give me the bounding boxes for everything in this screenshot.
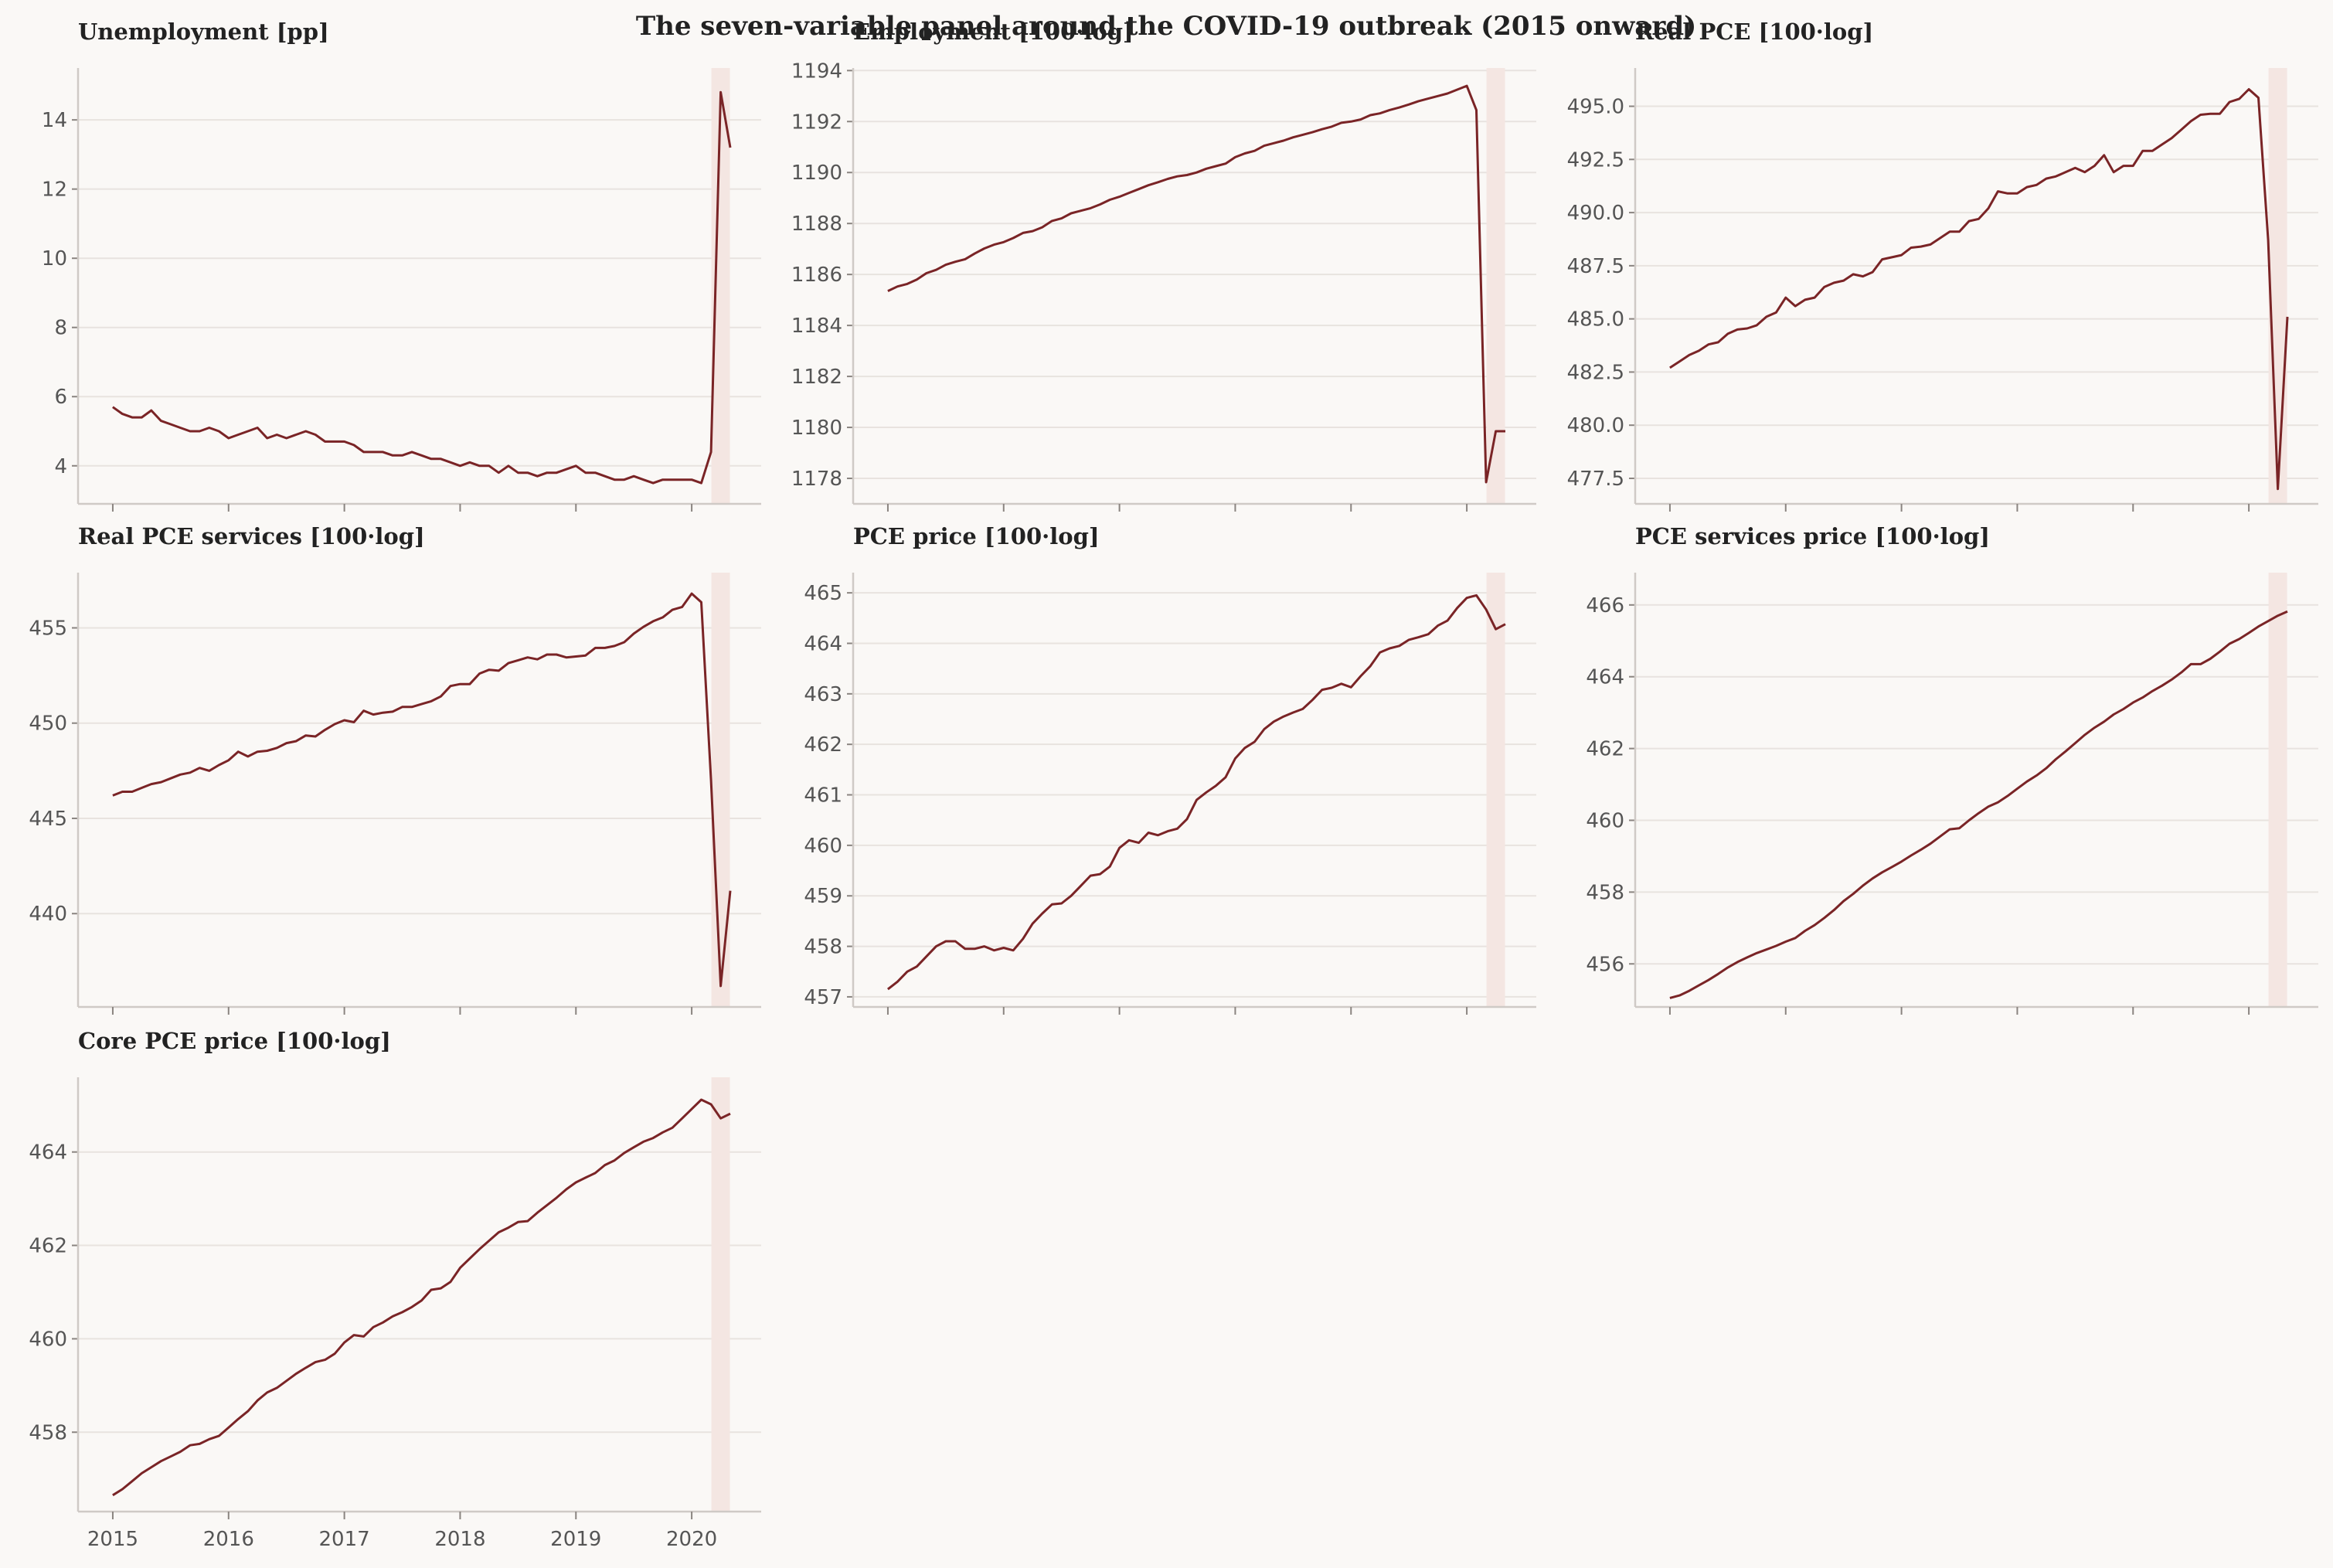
series-line bbox=[112, 90, 732, 485]
series-line bbox=[112, 592, 732, 988]
y-tick-label: 450 bbox=[29, 713, 67, 736]
x-tick-label: 2015 bbox=[87, 1528, 138, 1551]
covid-shade-band bbox=[1486, 68, 1505, 504]
y-tick-label: 445 bbox=[29, 808, 67, 831]
y-tick-label: 460 bbox=[1586, 809, 1624, 832]
y-tick-label: 1186 bbox=[791, 264, 842, 287]
y-tick-label: 459 bbox=[804, 885, 842, 908]
series-line bbox=[1669, 88, 2289, 491]
y-tick-label: 458 bbox=[29, 1421, 67, 1444]
y-tick-label: 1190 bbox=[791, 162, 842, 185]
y-tick-label: 1188 bbox=[791, 213, 842, 236]
covid-shade-band bbox=[711, 1077, 730, 1512]
figure-title: The seven-variable panel around the COVI… bbox=[636, 11, 1696, 42]
y-tick-label: 464 bbox=[1586, 666, 1624, 689]
y-tick-label: 8 bbox=[54, 317, 67, 340]
y-tick-label: 1178 bbox=[791, 468, 842, 491]
panel-5: PCE price [100·log] 457 458 459 460 461 462 463… bbox=[804, 523, 1536, 1015]
panel-6: PCE services price [100·log] 456 458 460 462… bbox=[1586, 523, 2318, 1015]
y-tick-label: 458 bbox=[804, 936, 842, 959]
y-tick-label: 495.0 bbox=[1567, 96, 1624, 119]
x-tick-label: 2020 bbox=[666, 1528, 717, 1551]
panel-title: PCE price [100·log] bbox=[853, 523, 1100, 549]
y-tick-label: 455 bbox=[29, 617, 67, 640]
y-tick-label: 462 bbox=[804, 733, 842, 757]
panel-title: PCE services price [100·log] bbox=[1635, 523, 1990, 549]
y-tick-label: 460 bbox=[804, 835, 842, 858]
y-tick-label: 12 bbox=[42, 179, 67, 202]
panel-title: Real PCE services [100·log] bbox=[78, 523, 425, 549]
x-tick-label: 2019 bbox=[550, 1528, 601, 1551]
y-tick-label: 487.5 bbox=[1567, 255, 1624, 278]
y-tick-label: 6 bbox=[54, 386, 67, 409]
y-tick-label: 464 bbox=[29, 1141, 67, 1165]
y-tick-label: 1182 bbox=[791, 366, 842, 389]
y-tick-label: 482.5 bbox=[1567, 361, 1624, 384]
panel-grid: Unemployment [pp] 4 6 8 10 12 14 Employment [10… bbox=[29, 19, 2318, 1551]
y-tick-label: 1180 bbox=[791, 417, 842, 440]
y-tick-label: 462 bbox=[1586, 738, 1624, 761]
panel-title: Real PCE [100·log] bbox=[1635, 19, 1873, 45]
y-tick-label: 485.0 bbox=[1567, 308, 1624, 332]
series-line bbox=[1669, 610, 2288, 999]
panel-title: Core PCE price [100·log] bbox=[78, 1028, 391, 1054]
panel-1: Unemployment [pp] 4 6 8 10 12 14 bbox=[42, 19, 761, 512]
panel-title: Unemployment [pp] bbox=[78, 19, 329, 45]
y-tick-label: 1192 bbox=[791, 111, 842, 134]
y-tick-label: 460 bbox=[29, 1328, 67, 1351]
y-tick-label: 480.0 bbox=[1567, 414, 1624, 437]
covid-shade-band bbox=[711, 573, 730, 1007]
covid-shade-band bbox=[2268, 68, 2287, 504]
series-line bbox=[887, 84, 1505, 484]
covid-shade-band bbox=[711, 68, 730, 504]
covid-shade-band bbox=[2268, 573, 2287, 1007]
series-line bbox=[112, 1098, 731, 1497]
x-tick-label: 2017 bbox=[319, 1528, 370, 1551]
y-tick-label: 477.5 bbox=[1567, 468, 1624, 491]
x-tick-label: 2016 bbox=[203, 1528, 254, 1551]
panel-title: Employment [100·log] bbox=[853, 19, 1134, 45]
panel-4: Real PCE services [100·log] 440 445 450 455 bbox=[29, 523, 761, 1015]
y-tick-label: 457 bbox=[804, 986, 842, 1009]
y-tick-label: 462 bbox=[29, 1235, 67, 1258]
panel-2: Employment [100·log] 1178 1180 1182 1184 1186… bbox=[791, 19, 1536, 512]
y-tick-label: 4 bbox=[54, 455, 67, 478]
y-tick-label: 490.0 bbox=[1567, 202, 1624, 225]
panel-3: Real PCE [100·log] 477.5 480.0 482.5 485.0 48… bbox=[1567, 19, 2318, 512]
panel-7: Core PCE price [100·log] 458 460 462 464 2015… bbox=[29, 1028, 761, 1551]
y-tick-label: 458 bbox=[1586, 881, 1624, 904]
y-tick-label: 10 bbox=[42, 247, 67, 270]
y-tick-label: 14 bbox=[42, 109, 67, 132]
y-tick-label: 492.5 bbox=[1567, 148, 1624, 172]
y-tick-label: 440 bbox=[29, 903, 67, 926]
y-tick-label: 463 bbox=[804, 683, 842, 706]
x-tick-label: 2018 bbox=[434, 1528, 485, 1551]
covid-shade-band bbox=[1486, 573, 1505, 1007]
y-tick-label: 464 bbox=[804, 632, 842, 655]
y-tick-label: 466 bbox=[1586, 594, 1624, 617]
series-line bbox=[886, 594, 1506, 991]
y-tick-label: 1194 bbox=[791, 60, 842, 83]
y-tick-label: 456 bbox=[1586, 953, 1624, 976]
y-tick-label: 1184 bbox=[791, 315, 842, 338]
y-tick-label: 465 bbox=[804, 582, 842, 605]
y-tick-label: 461 bbox=[804, 784, 842, 808]
